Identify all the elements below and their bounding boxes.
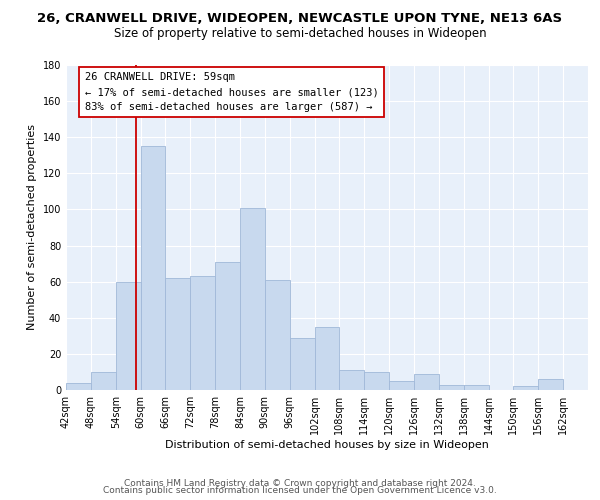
Bar: [464, 384, 488, 390]
Text: Contains HM Land Registry data © Crown copyright and database right 2024.: Contains HM Land Registry data © Crown c…: [124, 478, 476, 488]
Bar: [265, 280, 290, 390]
Y-axis label: Number of semi-detached properties: Number of semi-detached properties: [27, 124, 37, 330]
Bar: [240, 208, 265, 390]
Bar: [140, 146, 166, 390]
Text: 26, CRANWELL DRIVE, WIDEOPEN, NEWCASTLE UPON TYNE, NE13 6AS: 26, CRANWELL DRIVE, WIDEOPEN, NEWCASTLE …: [37, 12, 563, 26]
Bar: [116, 282, 140, 390]
Text: 26 CRANWELL DRIVE: 59sqm
← 17% of semi-detached houses are smaller (123)
83% of : 26 CRANWELL DRIVE: 59sqm ← 17% of semi-d…: [85, 72, 379, 112]
Bar: [538, 379, 563, 390]
Bar: [314, 327, 340, 390]
Bar: [340, 370, 364, 390]
Bar: [364, 372, 389, 390]
Bar: [290, 338, 314, 390]
Bar: [414, 374, 439, 390]
Bar: [166, 278, 190, 390]
Text: Contains public sector information licensed under the Open Government Licence v3: Contains public sector information licen…: [103, 486, 497, 495]
Bar: [190, 276, 215, 390]
Bar: [215, 262, 240, 390]
Bar: [514, 386, 538, 390]
Bar: [91, 372, 116, 390]
Bar: [439, 384, 464, 390]
Text: Size of property relative to semi-detached houses in Wideopen: Size of property relative to semi-detach…: [113, 28, 487, 40]
Bar: [389, 381, 414, 390]
Bar: [66, 383, 91, 390]
X-axis label: Distribution of semi-detached houses by size in Wideopen: Distribution of semi-detached houses by …: [165, 440, 489, 450]
